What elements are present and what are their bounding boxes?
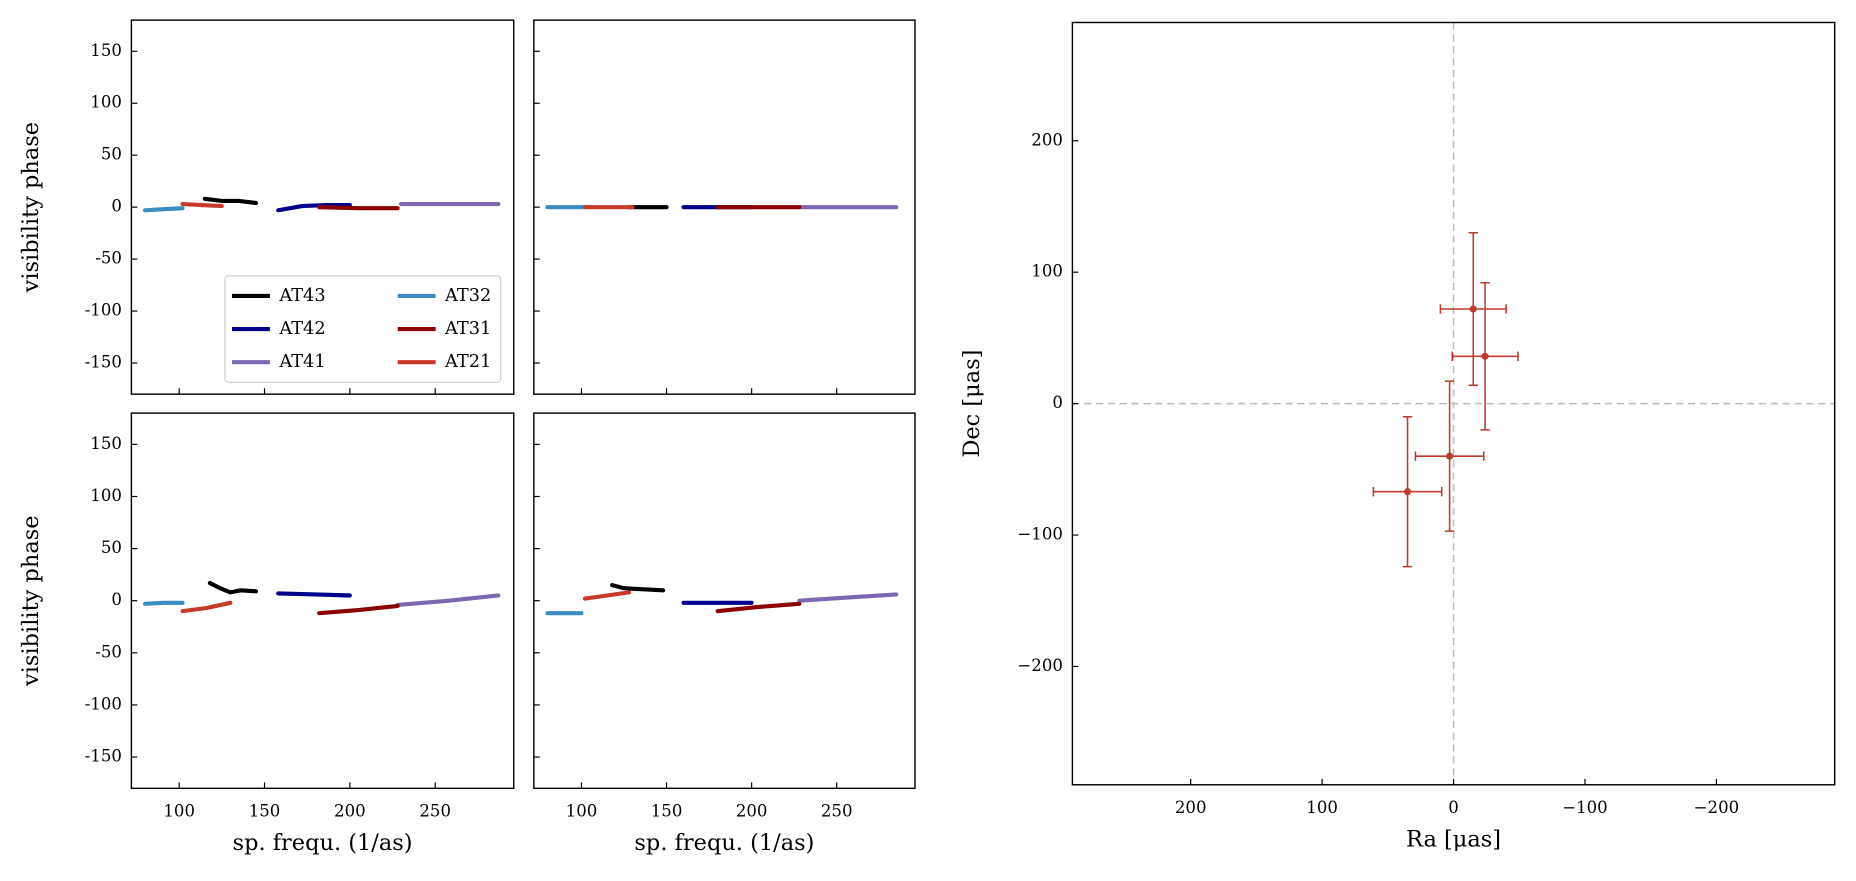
x-tick-label: 150 bbox=[651, 801, 683, 820]
axes-frame bbox=[533, 412, 916, 790]
y-tick-label: 0 bbox=[111, 590, 122, 609]
legend-label: AT21 bbox=[444, 352, 491, 372]
point bbox=[1481, 352, 1489, 360]
x-tick-label: 150 bbox=[249, 801, 281, 820]
y-tick-label: -100 bbox=[85, 694, 122, 713]
y-tick-label: 100 bbox=[1031, 262, 1063, 281]
panel: 100 150 200 250 -150 -100 -50 0 50 100 150 sp. freq… bbox=[18, 412, 515, 856]
phase-line bbox=[276, 202, 352, 213]
panel: -150 -100 -50 0 50 100 150 visibility phase AT43… bbox=[18, 19, 515, 395]
y-tick-label: -150 bbox=[85, 747, 122, 766]
phase-line bbox=[180, 201, 224, 209]
legend-label: AT32 bbox=[444, 286, 491, 306]
x-axis-label: sp. frequ. (1/as) bbox=[233, 830, 413, 856]
y-tick-label: 150 bbox=[90, 434, 122, 453]
y-tick-label: -50 bbox=[95, 642, 122, 661]
phase-line bbox=[142, 600, 185, 606]
x-tick-label: 100 bbox=[163, 801, 195, 820]
legend-label: AT43 bbox=[278, 286, 325, 306]
x-tick-label: 250 bbox=[419, 801, 451, 820]
y-axis-label: visibility phase bbox=[18, 515, 44, 686]
legend-label: AT42 bbox=[278, 319, 325, 339]
panel: 200 100 0 −100 −200 −200 −100 0 100 200 Ra [μas] De… bbox=[959, 21, 1836, 852]
x-axis-label: Ra [μas] bbox=[1406, 826, 1501, 852]
phase-line bbox=[180, 600, 233, 614]
x-tick-label: 0 bbox=[1448, 798, 1459, 817]
y-tick-label: -150 bbox=[85, 352, 122, 371]
y-tick-label: -100 bbox=[85, 301, 122, 320]
axes-frame bbox=[1071, 21, 1836, 786]
panel bbox=[533, 19, 916, 395]
legend-label: AT41 bbox=[278, 352, 325, 372]
y-tick-label: 100 bbox=[90, 486, 122, 505]
y-tick-label: −100 bbox=[1017, 525, 1062, 544]
axes-frame bbox=[130, 412, 515, 790]
y-tick-label: −200 bbox=[1017, 656, 1062, 675]
x-tick-label: −200 bbox=[1694, 798, 1740, 817]
phase-line bbox=[715, 601, 802, 614]
point bbox=[1403, 488, 1412, 496]
phase-line bbox=[317, 205, 400, 211]
y-tick-label: 0 bbox=[111, 197, 122, 216]
y-tick-label: 50 bbox=[101, 145, 122, 164]
legend-box bbox=[224, 275, 502, 383]
y-axis-label: Dec [μas] bbox=[959, 350, 985, 458]
phase-line bbox=[142, 206, 185, 213]
phase-line bbox=[207, 580, 259, 595]
x-tick-label: 200 bbox=[736, 801, 768, 820]
y-axis-label: visibility phase bbox=[18, 122, 44, 293]
phase-line bbox=[202, 196, 259, 206]
x-tick-label: 250 bbox=[821, 801, 853, 820]
x-tick-label: 100 bbox=[1306, 798, 1338, 817]
x-tick-label: −100 bbox=[1562, 798, 1608, 817]
y-tick-label: 50 bbox=[101, 538, 122, 557]
phase-line bbox=[797, 592, 899, 603]
panel: 100 150 200 250 sp. frequ. (1/as) bbox=[533, 412, 916, 856]
y-tick-label: -50 bbox=[95, 249, 122, 268]
x-tick-label: 100 bbox=[566, 801, 598, 820]
phase-line bbox=[317, 603, 400, 616]
y-tick-label: 100 bbox=[90, 93, 122, 112]
phase-line bbox=[395, 593, 501, 607]
y-tick-label: 150 bbox=[90, 41, 122, 60]
point bbox=[1469, 305, 1477, 313]
phase-line bbox=[610, 583, 666, 593]
axes-frame bbox=[533, 19, 916, 395]
x-tick-label: 200 bbox=[334, 801, 366, 820]
phase-line bbox=[582, 590, 632, 601]
axes-frame bbox=[130, 19, 515, 395]
phase-line bbox=[276, 591, 352, 598]
y-tick-label: 200 bbox=[1031, 130, 1063, 149]
y-tick-label: 0 bbox=[1052, 393, 1063, 412]
x-tick-label: 200 bbox=[1175, 798, 1207, 817]
x-axis-label: sp. frequ. (1/as) bbox=[634, 830, 814, 856]
legend-label: AT31 bbox=[444, 319, 491, 339]
point bbox=[1446, 452, 1454, 460]
